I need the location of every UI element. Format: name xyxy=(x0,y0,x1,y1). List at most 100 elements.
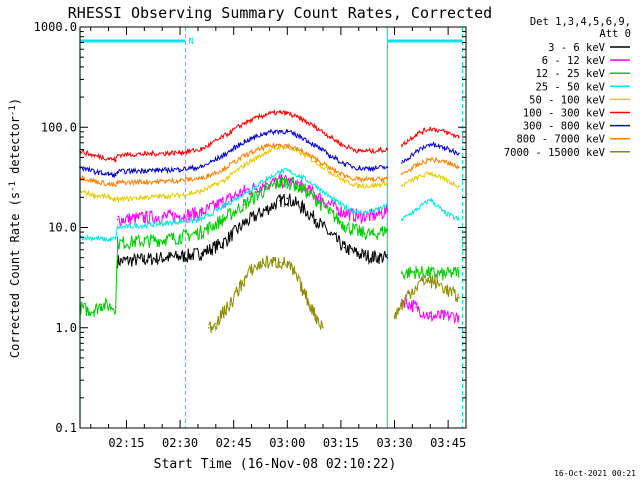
data-point xyxy=(222,201,224,203)
legend-header-line: Det 1,3,4,5,6,9, xyxy=(530,16,631,28)
legend-entry-label: 800 - 7000 keV xyxy=(516,134,605,146)
data-point xyxy=(343,145,346,147)
data-point xyxy=(179,194,181,196)
data-point xyxy=(116,218,119,221)
data-point xyxy=(222,218,224,221)
data-point xyxy=(400,173,403,175)
data-point xyxy=(222,154,224,157)
data-point xyxy=(386,228,389,231)
plot-axes: 0.1 1.0 10.0 100.0 1000.0 02:15 02:30 02:45 03:0… xyxy=(34,20,467,450)
data-point xyxy=(458,271,460,273)
data-point xyxy=(200,166,203,168)
x-tick-label: 02:45 xyxy=(216,436,252,450)
data-point xyxy=(443,273,446,276)
data-point xyxy=(415,165,417,167)
data-point xyxy=(116,181,119,184)
data-point xyxy=(393,315,396,318)
data-point xyxy=(272,261,274,264)
data-point xyxy=(265,261,267,264)
legend-entry-label: 12 - 25 keV xyxy=(535,68,605,80)
x-tick-label: 03:15 xyxy=(323,436,359,450)
data-point xyxy=(329,170,332,173)
data-point xyxy=(286,169,289,172)
data-point xyxy=(443,315,446,318)
data-point xyxy=(229,303,231,306)
data-point xyxy=(236,290,239,293)
y-axis-label-sup1: -1 xyxy=(8,181,18,192)
date-stamp: 16-Oct-2021 00:21 xyxy=(554,469,636,478)
y-tick-label: 0.1 xyxy=(55,421,77,435)
data-point xyxy=(243,279,246,281)
data-point xyxy=(257,264,260,267)
night-flag-label: N xyxy=(188,37,193,47)
data-point xyxy=(265,209,267,211)
data-point xyxy=(429,127,432,129)
data-point xyxy=(415,306,417,309)
data-point xyxy=(107,196,110,199)
data-point xyxy=(107,157,110,160)
data-point xyxy=(114,159,117,161)
series-line xyxy=(117,173,460,324)
data-point xyxy=(93,154,96,157)
data-point xyxy=(443,212,446,214)
data-point xyxy=(265,188,267,191)
legend-entry-label: 6 - 12 keV xyxy=(542,55,606,67)
data-point xyxy=(243,192,246,194)
data-point xyxy=(243,222,246,225)
data-point xyxy=(279,181,281,184)
y-axis-label-end: ) xyxy=(8,98,22,105)
data-point xyxy=(107,239,110,241)
data-point xyxy=(243,203,246,206)
y-tick-label: 10.0 xyxy=(48,221,77,235)
data-point xyxy=(458,166,460,168)
series-3to6kev xyxy=(116,193,389,269)
data-point xyxy=(107,173,110,175)
series-line xyxy=(208,255,460,334)
data-point xyxy=(179,255,181,258)
y-axis-label-main: Corrected Count Rate (s xyxy=(8,192,22,358)
data-point xyxy=(458,296,460,299)
data-point xyxy=(279,143,281,146)
data-point xyxy=(443,131,446,133)
data-point xyxy=(386,256,389,259)
data-point xyxy=(329,196,332,199)
data-point xyxy=(315,145,317,147)
legend-entry-label: 50 - 100 keV xyxy=(529,94,606,106)
data-point xyxy=(429,158,432,160)
data-point xyxy=(143,224,146,227)
data-point xyxy=(343,206,346,208)
data-point xyxy=(93,309,96,311)
data-point xyxy=(100,303,103,306)
data-point xyxy=(279,170,281,173)
data-point xyxy=(408,292,410,295)
data-point xyxy=(386,148,389,151)
data-point xyxy=(179,215,181,217)
data-point xyxy=(372,178,374,181)
data-point xyxy=(300,287,303,289)
data-point xyxy=(265,178,267,181)
data-point xyxy=(307,301,310,304)
data-point xyxy=(329,212,332,214)
data-point xyxy=(400,162,403,164)
data-point xyxy=(443,161,446,163)
y-tick-label: 1.0 xyxy=(55,321,77,335)
data-point xyxy=(358,150,360,152)
data-point xyxy=(443,178,446,181)
data-point xyxy=(400,272,403,275)
data-point xyxy=(222,168,224,171)
data-point xyxy=(215,322,217,325)
data-point xyxy=(107,183,110,186)
series-25to50kev xyxy=(79,167,460,243)
data-point xyxy=(165,216,167,218)
data-point xyxy=(114,237,117,240)
legend-entry-label: 7000 - 15000 keV xyxy=(504,147,606,159)
data-point xyxy=(372,215,374,217)
data-point xyxy=(400,299,403,301)
data-point xyxy=(93,180,96,182)
data-point xyxy=(386,181,389,184)
data-point xyxy=(358,215,360,217)
data-point xyxy=(315,315,317,318)
data-point xyxy=(200,231,203,233)
